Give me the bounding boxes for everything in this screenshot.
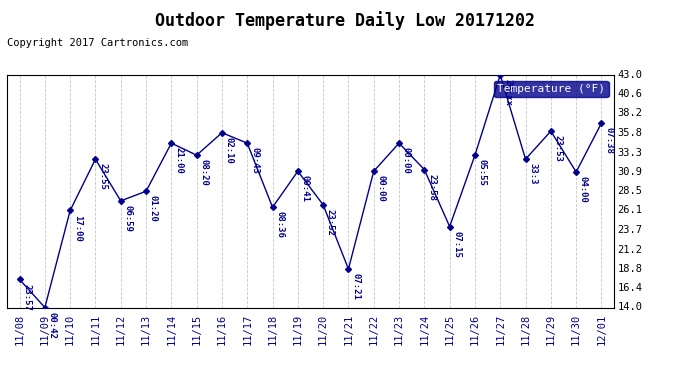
Text: 21.2: 21.2 xyxy=(618,245,642,255)
Text: 07:38: 07:38 xyxy=(604,127,613,154)
Text: 02:10: 02:10 xyxy=(225,137,234,164)
Text: 01:20: 01:20 xyxy=(149,195,158,222)
Text: Outdoor Temperature Daily Low 20171202: Outdoor Temperature Daily Low 20171202 xyxy=(155,11,535,30)
Text: 08:20: 08:20 xyxy=(199,159,208,186)
Text: 28.5: 28.5 xyxy=(618,186,642,196)
Legend: Temperature (°F): Temperature (°F) xyxy=(494,81,609,97)
Text: 04:00: 04:00 xyxy=(579,176,588,203)
Text: 26.1: 26.1 xyxy=(618,206,642,216)
Text: 30.9: 30.9 xyxy=(618,167,642,177)
Text: 21:00: 21:00 xyxy=(174,147,183,174)
Text: 33.3: 33.3 xyxy=(618,148,642,158)
Text: 23:55: 23:55 xyxy=(98,164,107,190)
Text: 17:00: 17:00 xyxy=(73,214,82,242)
Text: 08:36: 08:36 xyxy=(275,211,284,238)
Text: 16.4: 16.4 xyxy=(618,283,642,293)
Text: 23:53: 23:53 xyxy=(553,135,562,162)
Text: 35.8: 35.8 xyxy=(618,128,642,138)
Text: 43.0: 43.0 xyxy=(618,70,642,80)
Text: 38.2: 38.2 xyxy=(618,108,642,118)
Text: 23:58: 23:58 xyxy=(427,174,436,201)
Text: 05:55: 05:55 xyxy=(477,159,486,186)
Text: 06:59: 06:59 xyxy=(124,205,132,232)
Text: 00:42: 00:42 xyxy=(48,312,57,339)
Text: 14.0: 14.0 xyxy=(618,303,642,312)
Text: 23.7: 23.7 xyxy=(618,225,642,235)
Text: 00:00: 00:00 xyxy=(402,147,411,174)
Text: 40.6: 40.6 xyxy=(618,89,642,99)
Text: 00:41: 00:41 xyxy=(301,176,310,202)
Text: 33:3: 33:3 xyxy=(529,164,538,185)
Text: 07:21: 07:21 xyxy=(351,273,360,300)
Text: 00:00: 00:00 xyxy=(377,176,386,202)
Text: 23:52: 23:52 xyxy=(326,209,335,236)
Text: 18.8: 18.8 xyxy=(618,264,642,274)
Text: Copyright 2017 Cartronics.com: Copyright 2017 Cartronics.com xyxy=(7,38,188,48)
Text: 23:57: 23:57 xyxy=(22,284,31,310)
Text: 20:xx: 20:xx xyxy=(503,79,512,106)
Text: 09:43: 09:43 xyxy=(250,147,259,174)
Text: 07:15: 07:15 xyxy=(453,231,462,258)
